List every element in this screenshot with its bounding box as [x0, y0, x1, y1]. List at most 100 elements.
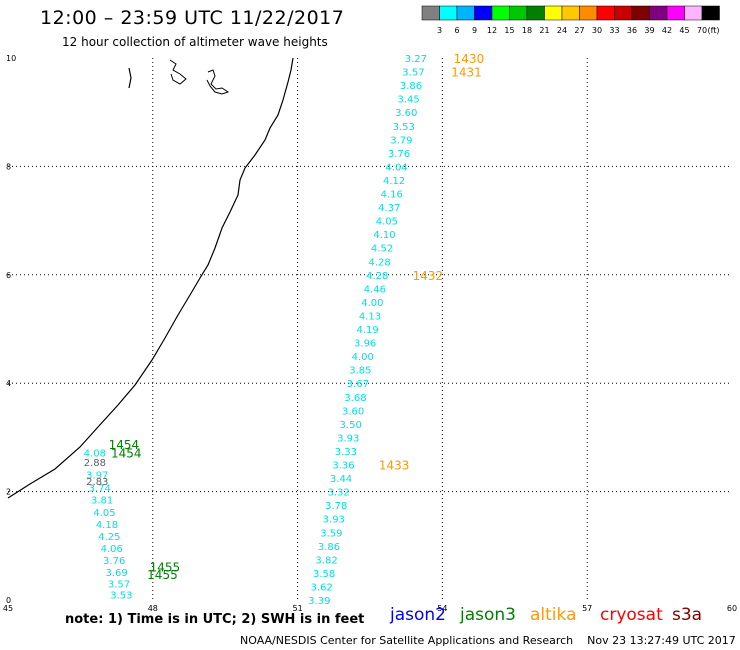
x-tick-label: 48: [148, 604, 158, 613]
lat-lon-grid: [8, 58, 732, 600]
wave-height-value: 4.10: [373, 230, 395, 241]
wave-height-value: 3.57: [402, 68, 424, 79]
wave-height-value: 3.93: [323, 515, 345, 526]
wave-height-value: 3.96: [354, 339, 376, 350]
wave-height-value: 4.06: [101, 544, 123, 555]
wave-height-value: 4.28: [366, 271, 388, 282]
map-title: 12:00 – 23:59 UTC 11/22/2017: [40, 7, 345, 29]
satellite-jason3: jason3: [460, 605, 516, 625]
y-tick-label: 8: [6, 162, 11, 171]
wave-height-value: 4.13: [359, 311, 381, 322]
satellite-s3a: s3a: [672, 605, 703, 625]
wave-height-value: 4.00: [361, 298, 383, 309]
y-tick-label: 10: [6, 54, 16, 63]
satellite-cryosat: cryosat: [600, 605, 663, 625]
legend-tick-label: 21: [539, 26, 549, 35]
island-outline: [128, 67, 132, 89]
credit-line: NOAA/NESDIS Center for Satellite Applica…: [240, 634, 736, 647]
satellite-jason2: jason2: [390, 605, 446, 625]
wave-height-value: 3.39: [308, 596, 330, 607]
wave-height-value: 3.32: [327, 488, 349, 499]
x-tick-label: 45: [3, 604, 13, 613]
legend-tick-label: 9: [472, 26, 477, 35]
x-tick-label: 60: [727, 604, 737, 613]
wave-height-value: 4.08: [84, 449, 106, 460]
wave-height-value: 3.74: [89, 483, 111, 494]
island-outline: [169, 59, 187, 85]
wave-height-value: 3.45: [397, 95, 419, 106]
coastline: [7, 57, 294, 499]
wave-height-value: 4.18: [96, 520, 118, 531]
wave-height-value: 3.44: [330, 474, 352, 485]
wave-height-value: 3.59: [320, 528, 342, 539]
wave-height-value: 4.52: [371, 244, 393, 255]
wave-height-value: 4.46: [364, 284, 386, 295]
map-subtitle: 12 hour collection of altimeter wave hei…: [62, 35, 328, 49]
wave-height-value: 4.05: [93, 508, 115, 519]
wave-height-value: 4.37: [378, 203, 400, 214]
wave-height-value: 4.00: [352, 352, 374, 363]
legend-tick-label: 27: [574, 26, 584, 35]
wave-height-value: 3.33: [335, 447, 357, 458]
axes: 45 48 51 54 57 60 0 2 4 6 8 10: [3, 54, 737, 613]
wave-height-value: 2.88: [84, 458, 106, 469]
legend-tick-label: 45: [679, 26, 689, 35]
wave-height-value: 2.83: [86, 477, 108, 488]
pass-time-label: 1454: [111, 447, 142, 461]
wave-height-value: 3.53: [393, 122, 415, 133]
legend-tick-label: 30: [592, 26, 602, 35]
y-tick-label: 0: [6, 596, 11, 605]
wave-height-value: 3.97: [86, 470, 108, 481]
wave-height-value: 3.53: [110, 591, 132, 602]
wave-height-value: 4.19: [356, 325, 378, 336]
wave-height-value: 3.57: [108, 580, 130, 591]
x-tick-label: 51: [293, 604, 303, 613]
wave-height-value: 3.76: [103, 556, 125, 567]
wave-height-value: 3.60: [395, 108, 417, 119]
pass-time-label: 1454: [109, 438, 140, 452]
legend-unit: (ft): [708, 26, 720, 35]
legend-tick-label: 24: [557, 26, 567, 35]
wave-height-value: 3.86: [318, 542, 340, 553]
wave-height-color-legend: 3 6 9 12 15 18 21 24 27 30 33 36 39 42 45 70 (ft): [421, 5, 720, 35]
legend-tick-label: 33: [609, 26, 619, 35]
wave-height-value: 3.69: [105, 568, 127, 579]
pass-time-label: 1455: [150, 560, 181, 574]
pass-time-label: 1432: [413, 269, 444, 283]
legend-tick-label: 42: [662, 26, 672, 35]
generation-timestamp: Nov 23 13:27:49 UTC 2017: [587, 634, 736, 647]
note-text: note: 1) Time is in UTC; 2) SWH is in fe…: [65, 612, 365, 627]
y-tick-label: 4: [6, 379, 11, 388]
y-tick-label: 2: [6, 488, 11, 497]
legend-tick-label: 3: [437, 26, 442, 35]
wave-height-value: 3.27: [405, 54, 427, 65]
wave-height-value: 3.86: [400, 81, 422, 92]
x-tick-label: 54: [437, 604, 447, 613]
x-tick-label: 57: [582, 604, 592, 613]
wave-height-value: 4.28: [369, 257, 391, 268]
legend-tick-label: 39: [644, 26, 654, 35]
satellite-altika: altika: [530, 605, 577, 625]
coastline-line: [7, 57, 294, 499]
credit-text: NOAA/NESDIS Center for Satellite Applica…: [240, 634, 574, 647]
wave-height-value: 3.50: [340, 420, 362, 431]
pass-time-label: 1455: [147, 568, 178, 582]
legend-swatch: [701, 5, 720, 21]
pass-time-label: 1431: [451, 66, 482, 80]
wave-height-value: 4.16: [381, 190, 403, 201]
legend-tick-label: 36: [627, 26, 637, 35]
pass-time-label: 1430: [454, 52, 485, 66]
wave-height-value: 3.67: [347, 379, 369, 390]
legend-tick-label: 70: [697, 26, 707, 35]
altimeter-tracks: 3.27 3.57 3.86 3.45 3.60 3.53 3.79 3.76 4.04 4.12…: [84, 54, 427, 607]
wave-height-value: 3.81: [91, 496, 113, 507]
wave-height-value: 3.68: [344, 393, 366, 404]
wave-height-value: 3.93: [337, 433, 359, 444]
y-tick-label: 6: [6, 271, 11, 280]
legend-tick-label: 6: [454, 26, 459, 35]
wave-height-value: 4.25: [98, 532, 120, 543]
legend-tick-label: 18: [522, 26, 532, 35]
legend-tick-label: 12: [487, 26, 497, 35]
wave-height-value: 3.82: [315, 555, 337, 566]
